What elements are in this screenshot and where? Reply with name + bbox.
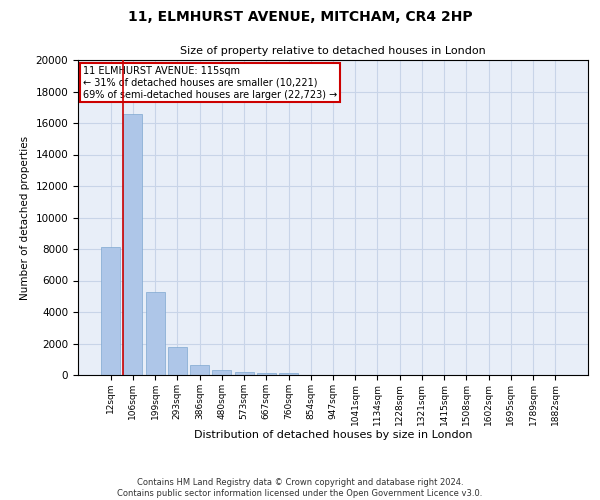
Y-axis label: Number of detached properties: Number of detached properties <box>20 136 30 300</box>
Bar <box>212 370 231 375</box>
Bar <box>190 365 209 375</box>
Text: 11 ELMHURST AVENUE: 115sqm
← 31% of detached houses are smaller (10,221)
69% of : 11 ELMHURST AVENUE: 115sqm ← 31% of deta… <box>83 66 337 100</box>
Bar <box>235 372 254 375</box>
Bar <box>168 346 187 375</box>
X-axis label: Distribution of detached houses by size in London: Distribution of detached houses by size … <box>194 430 472 440</box>
Text: 11, ELMHURST AVENUE, MITCHAM, CR4 2HP: 11, ELMHURST AVENUE, MITCHAM, CR4 2HP <box>128 10 472 24</box>
Bar <box>124 114 142 375</box>
Text: Contains HM Land Registry data © Crown copyright and database right 2024.
Contai: Contains HM Land Registry data © Crown c… <box>118 478 482 498</box>
Bar <box>257 373 276 375</box>
Bar <box>279 374 298 375</box>
Title: Size of property relative to detached houses in London: Size of property relative to detached ho… <box>180 46 486 56</box>
Bar <box>101 248 120 375</box>
Bar <box>146 292 164 375</box>
